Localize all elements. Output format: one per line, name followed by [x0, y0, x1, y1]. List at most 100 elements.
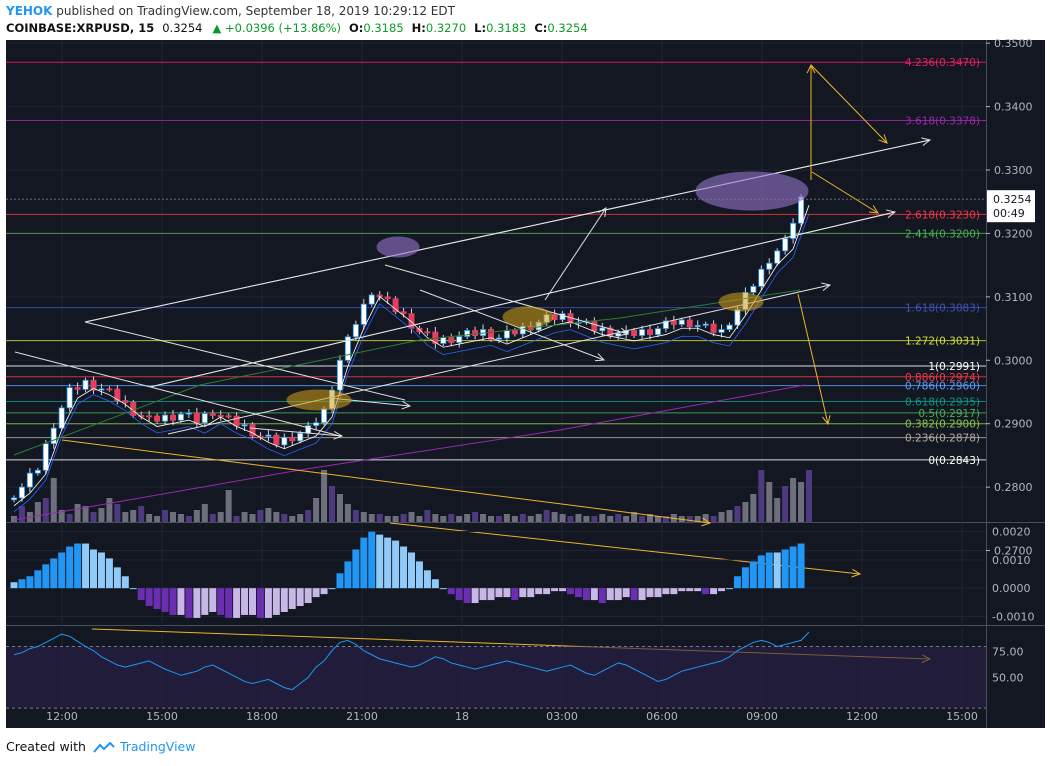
volume-bar	[718, 512, 725, 522]
histogram-bar	[201, 588, 209, 615]
histogram-bar	[439, 588, 447, 590]
volume-bar	[42, 498, 49, 522]
volume-bar	[591, 516, 598, 522]
volume-bar	[511, 516, 518, 522]
candle-up	[352, 324, 359, 338]
down-channel-upper	[84, 321, 406, 401]
histogram-bar	[18, 579, 26, 589]
histogram-bar	[630, 588, 638, 601]
candle-up	[185, 412, 192, 415]
histogram-bar	[26, 576, 34, 589]
volume-bar	[273, 512, 280, 522]
volume-bar	[329, 486, 335, 522]
volume-bar	[631, 512, 638, 522]
volume-bar	[694, 516, 701, 522]
time-tick-label: 03:00	[546, 710, 578, 723]
histogram-bar	[42, 564, 50, 589]
volume-bar	[281, 514, 288, 522]
candle-down	[122, 400, 129, 403]
volume-bar	[734, 506, 741, 522]
volume-bar	[305, 510, 312, 522]
ohlc-high: H:0.3270	[412, 21, 466, 35]
histogram-bar	[479, 588, 487, 601]
brand-link[interactable]: TradingView	[119, 739, 196, 754]
volume-bar	[321, 470, 328, 522]
volume-bar	[456, 516, 463, 522]
candle-down	[424, 331, 431, 334]
histogram-bar	[408, 552, 415, 589]
histogram-bar	[590, 588, 598, 601]
fib-level-label: 2.618(0.3230)	[905, 209, 980, 221]
histogram-bar	[670, 588, 678, 595]
volume-bar	[185, 516, 192, 522]
candle-down	[225, 415, 232, 418]
flag-arrow-head	[594, 353, 606, 362]
volume-bar	[654, 516, 661, 522]
fib-level-label: 0(0.2843)	[928, 455, 980, 467]
candle-up	[734, 309, 741, 326]
fib-level-label: 1.272(0.3031)	[905, 336, 980, 348]
low-label: L:	[474, 21, 487, 35]
candle-up	[440, 337, 447, 344]
volume-bar	[488, 516, 494, 522]
breakout-arrow-head	[598, 207, 607, 217]
target-arrow	[810, 64, 888, 144]
volume-bar	[599, 514, 606, 522]
candle-down	[670, 320, 677, 325]
candle-down	[169, 414, 176, 421]
volume-bar	[209, 514, 216, 522]
breakout-arrow	[544, 207, 607, 301]
hist-tick-label: 0.0010	[992, 554, 1031, 567]
histogram-bar	[249, 588, 256, 615]
volume-bar	[480, 514, 487, 522]
histogram-bar	[209, 588, 217, 612]
candle-down	[710, 323, 717, 333]
histogram-bar	[638, 588, 646, 601]
chart-header-line-1: YEHOK published on TradingView.com, Sept…	[6, 4, 455, 18]
candle-down	[209, 413, 216, 416]
last-price: 0.3254	[162, 21, 203, 35]
volume-bar	[66, 514, 73, 522]
candle-up	[702, 323, 709, 326]
volume-bar	[217, 512, 224, 522]
down-channel-lower	[14, 351, 341, 437]
volume-bar	[50, 478, 57, 522]
time-tick-label: 12:00	[846, 710, 878, 723]
histogram-bar	[177, 588, 185, 615]
histogram-bar	[781, 549, 789, 589]
candle-up	[344, 336, 351, 361]
volume-bar	[774, 498, 781, 522]
candle-up	[726, 324, 733, 330]
close-value: 0.3254	[547, 21, 588, 35]
candle-up	[10, 497, 17, 501]
price-tick-label: 0.3400	[994, 101, 1033, 114]
histogram-bar	[352, 549, 360, 589]
candle-down	[384, 296, 391, 300]
volume-bar	[225, 490, 232, 522]
fib-level-label: 1(0.2991)	[928, 361, 980, 373]
candle-up	[758, 268, 765, 287]
volume-bar	[352, 510, 359, 522]
candle-down	[106, 388, 113, 391]
volume-bar	[408, 512, 415, 522]
candle-up	[66, 387, 73, 409]
time-tick-label: 15:00	[946, 710, 978, 723]
volume-bar	[543, 510, 550, 522]
histogram-bar	[233, 588, 241, 618]
candle-up	[639, 329, 646, 336]
candle-up	[177, 413, 184, 421]
candle-up	[162, 414, 169, 422]
histogram-bar	[606, 588, 614, 601]
histogram-bar	[312, 588, 320, 598]
low-value: 0.3183	[486, 21, 527, 35]
histogram-bar	[90, 549, 97, 589]
histogram-bar	[598, 588, 606, 604]
candle-down	[114, 388, 121, 401]
candle-down	[249, 424, 256, 437]
time-tick-label: 18:00	[246, 710, 278, 723]
histogram-bar	[741, 567, 749, 589]
author-name[interactable]: YEHOK	[6, 4, 53, 18]
histogram-bar	[376, 534, 384, 589]
histogram-bar	[511, 588, 519, 601]
